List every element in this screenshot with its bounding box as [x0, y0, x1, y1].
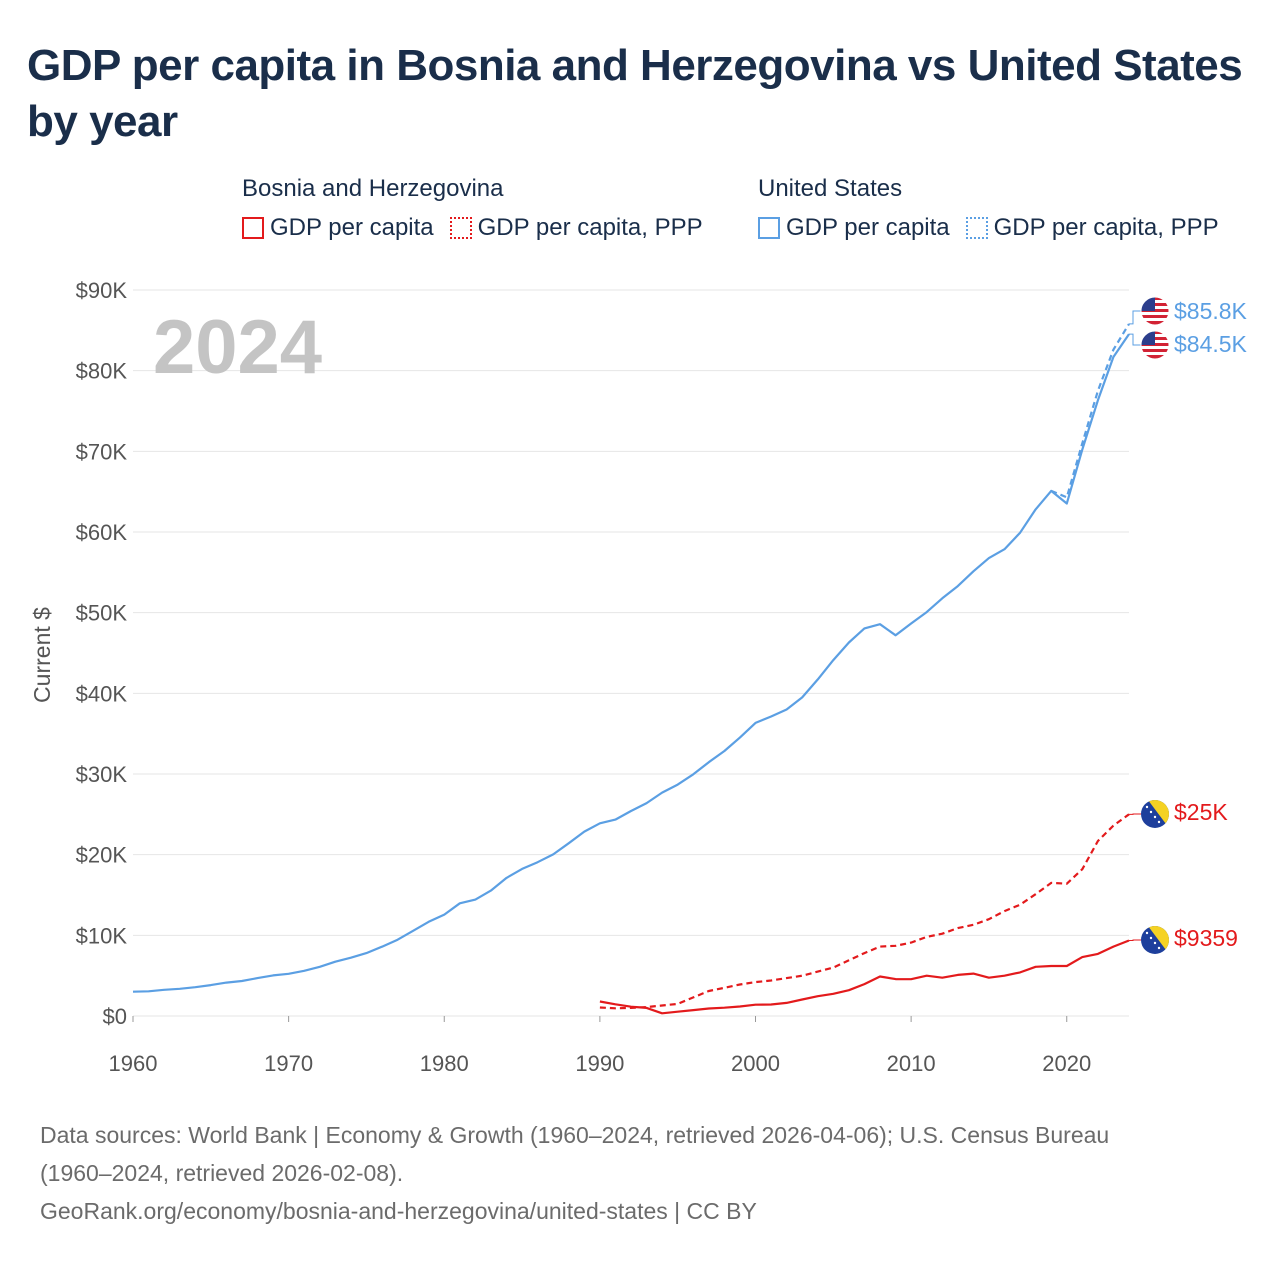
series-line-3[interactable] — [599, 813, 1130, 1010]
us-flag-icon — [1140, 330, 1170, 360]
line-chart: $0 $10K $20K $30K $40K $50K $60K $70K $80K $90K 19… — [29, 278, 1248, 1076]
footer-sources: Data sources: World Bank | Economy & Gro… — [40, 1122, 1110, 1148]
y-tick-label: $20K — [76, 843, 128, 868]
legend-bih-ppp[interactable]: GDP per capita, PPP — [449, 214, 703, 242]
page-title: GDP per capita in Bosnia and Herzegovina… — [27, 41, 1243, 146]
end-label-us-ppp: $85.8K — [1174, 298, 1248, 324]
legend-us-gdp[interactable]: GDP per capita — [758, 214, 950, 242]
x-tick-label: 2000 — [731, 1051, 780, 1076]
bosnia-flag-icon — [1141, 800, 1169, 828]
y-tick-label: $50K — [76, 601, 128, 626]
series-line-0[interactable] — [132, 333, 1130, 993]
legend-bih: Bosnia and Herzegovina GDP per capita GD… — [242, 172, 703, 242]
footer-url[interactable]: GeoRank.org/economy/bosnia-and-herzegovi… — [40, 1198, 757, 1224]
y-tick-label: $90K — [76, 278, 128, 303]
us-flag-icon — [1140, 296, 1170, 326]
legend-bih-ppp-label: GDP per capita, PPP — [477, 214, 703, 241]
year-watermark: 2024 — [153, 305, 322, 390]
legend-bih-title: Bosnia and Herzegovina — [242, 175, 504, 202]
end-label-bih-gdp: $9359 — [1174, 925, 1238, 951]
legend-bih-gdp[interactable]: GDP per capita — [242, 214, 434, 242]
legend-swatch-us-dotted — [965, 217, 988, 239]
y-tick-label: $70K — [76, 439, 128, 464]
footer: Data sources: World Bank | Economy & Gro… — [40, 1116, 1260, 1230]
x-tick-label: 1980 — [420, 1051, 469, 1076]
end-connector — [1129, 310, 1141, 325]
bosnia-flag-icon — [1141, 926, 1169, 954]
y-tick-label: $40K — [76, 681, 128, 706]
x-tick-label: 1990 — [575, 1051, 624, 1076]
series-line-2[interactable] — [599, 939, 1130, 1015]
legend-us-ppp[interactable]: GDP per capita, PPP — [965, 214, 1219, 242]
legend-swatch-bih-solid — [242, 217, 264, 239]
legend-us: United States GDP per capita GDP per cap… — [758, 172, 1219, 242]
y-tick-label: $30K — [76, 762, 128, 787]
end-connector — [1129, 939, 1141, 942]
x-tick-label: 2010 — [887, 1051, 936, 1076]
y-tick-label: $60K — [76, 520, 128, 545]
legend-us-title: United States — [758, 175, 903, 202]
x-tick-label: 2020 — [1042, 1051, 1091, 1076]
end-connector — [1129, 333, 1141, 346]
y-tick-label: $80K — [76, 359, 128, 384]
end-label-us-gdp: $84.5K — [1174, 331, 1248, 357]
y-axis-title: Current $ — [29, 607, 55, 703]
y-tick-label: $0 — [103, 1004, 127, 1029]
x-tick-label: 1970 — [264, 1051, 313, 1076]
legend-us-gdp-label: GDP per capita — [786, 214, 950, 241]
end-label-bih-ppp: $25K — [1174, 799, 1228, 825]
footer-sources-cont: (1960–2024, retrieved 2026-02-08). — [40, 1160, 404, 1186]
legend-us-ppp-label: GDP per capita, PPP — [993, 214, 1219, 241]
legend-bih-gdp-label: GDP per capita — [270, 214, 434, 241]
legend-swatch-bih-dotted — [449, 217, 472, 239]
legend-swatch-us-solid — [758, 217, 780, 239]
x-tick-label: 1960 — [109, 1051, 158, 1076]
series-line-1[interactable] — [1050, 323, 1130, 499]
y-tick-label: $10K — [76, 923, 128, 948]
